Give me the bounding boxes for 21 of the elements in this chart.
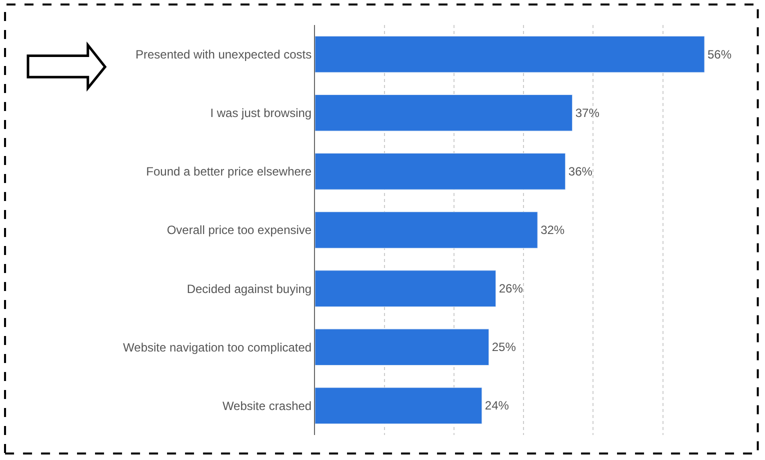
y-tick-label: Website navigation too complicated [123,340,312,354]
bar [315,36,705,73]
data-label: 25% [492,340,516,354]
data-label: 56% [708,47,732,62]
y-tick-label: I was just browsing [210,106,312,120]
data-label: 26% [498,282,524,296]
y-tick-label: Presented with unexpected costs [135,47,312,62]
y-tick-label: Website crashed [222,398,312,413]
data-label: 36% [568,164,593,178]
data-label: 37% [575,106,600,120]
bar [315,212,538,248]
bar [315,387,482,424]
bar [315,328,490,366]
y-tick-label: Overall price too expensive [166,223,312,238]
bar [315,270,496,307]
data-label: 24% [484,398,510,413]
bar [315,153,566,190]
y-tick-label: Found a better price elsewhere [146,164,312,179]
bar [315,94,573,132]
data-label: 32% [540,223,565,237]
y-tick-label: Decided against buying [186,282,312,296]
